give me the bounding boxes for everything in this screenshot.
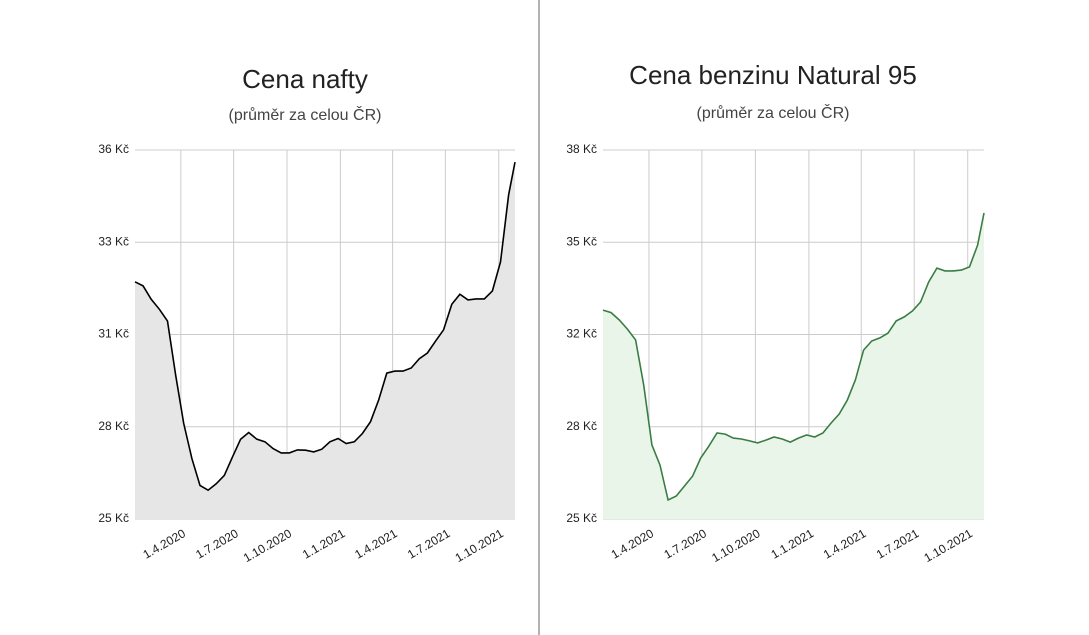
y-tick-label: 25 Kč [98,511,129,525]
line [134,161,516,492]
chart-title: Cena nafty [242,64,368,94]
y-tick-label: 38 Kč [566,142,597,156]
y-tick-label: 28 Kč [98,419,129,433]
y-tick-label: 25 Kč [566,511,597,525]
area-fill [135,162,515,519]
chart-title: Cena benzinu Natural 95 [629,60,917,90]
y-tick-label: 32 Kč [566,327,597,341]
y-tick-label: 31 Kč [98,327,129,341]
y-tick-label: 36 Kč [98,142,129,156]
line [602,212,985,502]
area-fill [603,213,984,519]
y-tick-label: 35 Kč [566,234,597,248]
chart-subtitle: (průměr za celou ČR) [229,105,382,124]
y-tick-label: 28 Kč [566,419,597,433]
y-tick-label: 33 Kč [98,234,129,248]
chart-subtitle: (průměr za celou ČR) [697,103,850,122]
